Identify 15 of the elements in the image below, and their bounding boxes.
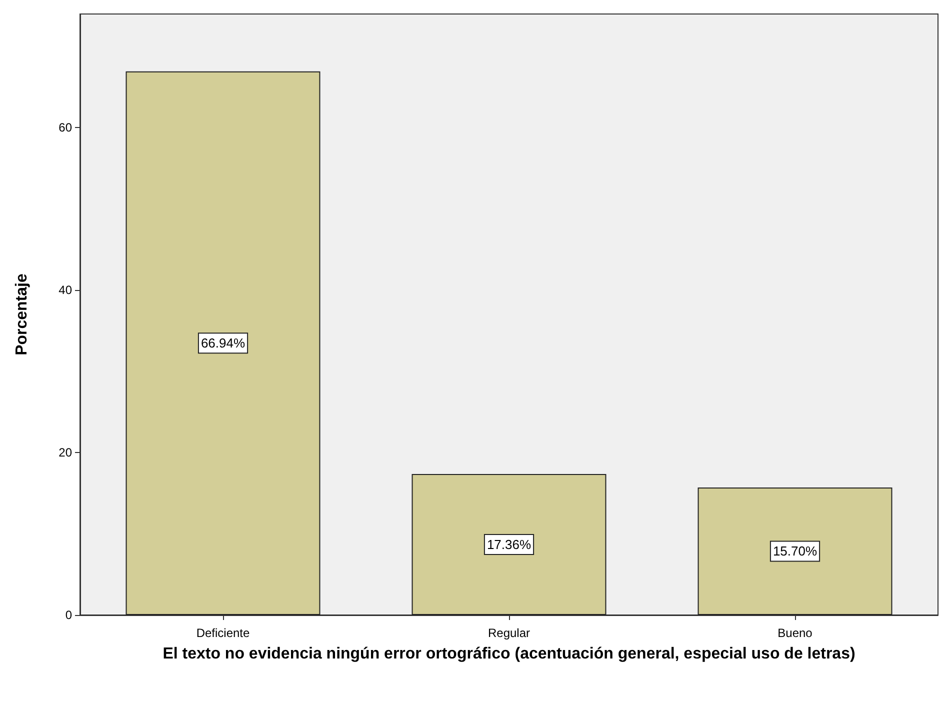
y-tick-label: 40 — [58, 283, 72, 298]
x-tick-label: Deficiente — [196, 626, 250, 640]
data-label: 66.94% — [200, 336, 246, 351]
y-tick-label: 0 — [65, 608, 72, 622]
x-tick-label: Regular — [488, 626, 530, 640]
data-label: 17.36% — [486, 537, 532, 552]
y-axis-title: Porcentaje — [14, 273, 30, 356]
bar — [412, 474, 606, 615]
x-tick-label: Bueno — [778, 626, 813, 640]
bar — [126, 71, 320, 615]
bar — [698, 487, 892, 615]
x-axis-title: El texto no evidencia ningún error ortográfico (acentuación general, especial uso de letras) — [162, 646, 856, 662]
y-tick-label: 60 — [58, 120, 72, 135]
data-label: 15.70% — [772, 544, 818, 559]
y-tick-label: 20 — [58, 446, 72, 460]
